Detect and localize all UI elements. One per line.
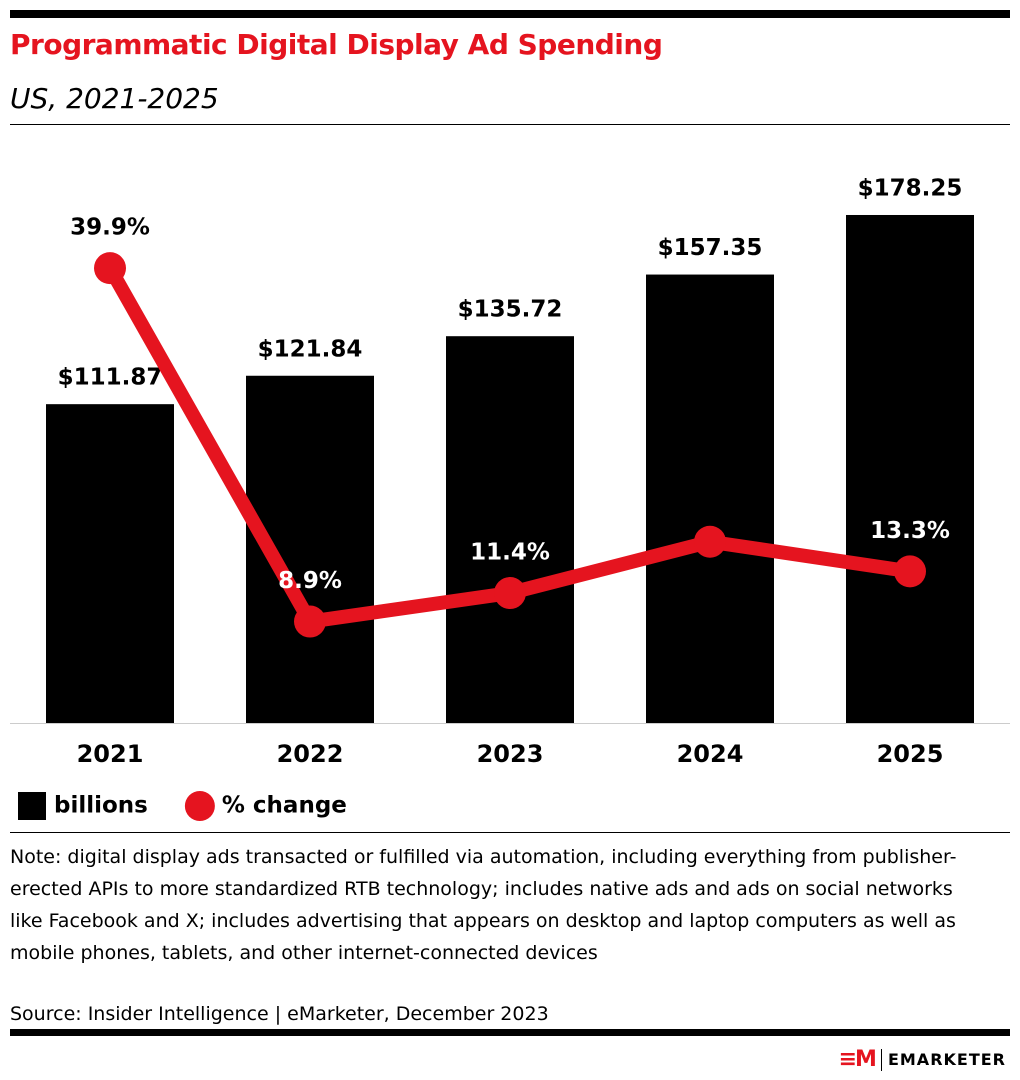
legend-swatch <box>18 792 46 820</box>
bar <box>446 336 574 723</box>
bottom-bar <box>10 1029 1010 1036</box>
x-tick-label: 2022 <box>277 740 344 768</box>
legend-label: % change <box>222 793 347 819</box>
x-tick-label: 2023 <box>477 740 544 768</box>
bar <box>846 214 974 724</box>
logo: ≡M EMARKETER <box>839 1047 1006 1072</box>
line-value-label: 8.9% <box>278 568 342 594</box>
bar <box>46 404 174 723</box>
legend-swatch <box>184 791 215 821</box>
note: Note: digital display ads transacted or … <box>10 846 957 964</box>
legend-label: billions <box>54 793 148 819</box>
chart-subtitle: US, 2021-2025 <box>10 82 219 115</box>
line-value-label: 39.9% <box>70 215 150 241</box>
source: Source: Insider Intelligence | eMarketer… <box>10 1003 549 1025</box>
line-value-label: 11.4% <box>470 540 550 566</box>
line-value-label: 15.9% <box>670 488 750 514</box>
line-marker <box>94 252 126 285</box>
rule <box>10 832 1010 833</box>
line-marker <box>894 555 926 588</box>
bar-value-label: $178.25 <box>858 175 963 201</box>
logo-separator <box>880 1048 882 1071</box>
bar-value-label: $121.84 <box>258 336 363 362</box>
rule <box>10 124 1010 125</box>
line-value-label: 13.3% <box>870 518 950 544</box>
x-tick-label: 2021 <box>77 740 144 768</box>
top-bar <box>10 10 1010 18</box>
chart: 2021 2022 2023 2024 2025 $111.87 $121.84 $135.7… <box>10 175 1010 821</box>
bar-value-label: $157.35 <box>658 235 763 261</box>
x-tick-label: 2025 <box>877 740 944 768</box>
x-tick-label: 2024 <box>677 740 744 768</box>
logo-text: EMARKETER <box>887 1050 1006 1069</box>
line-marker <box>294 605 326 638</box>
line-marker <box>694 525 726 558</box>
line-marker <box>494 577 526 610</box>
bar-value-label: $111.87 <box>58 365 163 391</box>
bar-value-label: $135.72 <box>458 297 563 323</box>
chart-title: Programmatic Digital Display Ad Spending <box>10 28 663 61</box>
bar <box>646 274 774 723</box>
logo-mark: ≡M <box>838 1047 877 1072</box>
